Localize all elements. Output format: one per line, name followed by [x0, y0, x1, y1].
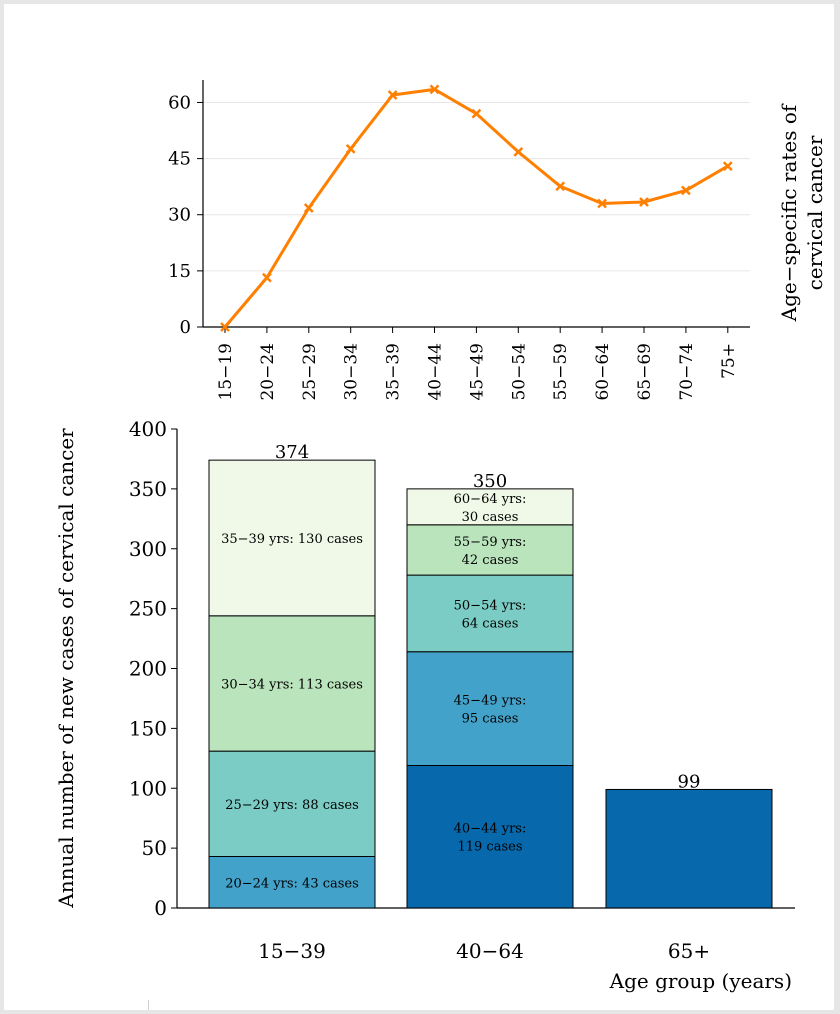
y-tick-label: 60 [168, 92, 191, 113]
bar-segment-label: 30−34 yrs: 113 cases [221, 677, 363, 692]
data-point [262, 272, 272, 283]
bar-segment [208, 615, 376, 752]
x-tick-label: 25−29 [300, 343, 320, 401]
point-marker-stroke [303, 203, 314, 213]
y-tick-label: 250 [129, 597, 167, 621]
y-tick-label: 300 [129, 537, 167, 561]
frame-right [834, 0, 840, 1014]
x-tick-label: 75+ [719, 343, 739, 379]
x-tick-label: 65−69 [635, 343, 655, 401]
point-marker-stroke [471, 108, 482, 119]
data-point [345, 143, 356, 154]
bar-segment-label: 119 cases [457, 840, 522, 855]
data-point [387, 90, 398, 100]
bar-segment-label: 45−49 yrs: [454, 694, 527, 709]
bar-segment [406, 524, 574, 576]
bar-segment-label: 25−29 yrs: 88 cases [225, 798, 359, 813]
point-marker-stroke [345, 143, 356, 154]
x-tick-label: 15−39 [258, 939, 326, 963]
data-point [722, 161, 733, 171]
point-marker-stroke [220, 322, 230, 332]
y-tick-label: 15 [168, 261, 191, 282]
point-marker-stroke [429, 84, 440, 95]
bar-total-label: 350 [473, 471, 507, 492]
bar-total-label: 374 [275, 442, 309, 463]
y-tick-label: 45 [168, 149, 191, 170]
data-point [303, 203, 314, 213]
bar-segment [406, 764, 574, 909]
data-point [429, 84, 440, 95]
y-tick-label: 0 [180, 317, 191, 338]
bar-segment [406, 488, 574, 526]
bar-total-label: 99 [678, 771, 701, 792]
y-tick-label: 30 [168, 205, 191, 226]
x-tick-label: 65+ [668, 939, 710, 963]
point-marker-stroke [722, 161, 733, 171]
x-tick-label: 70−74 [677, 343, 697, 401]
data-point [681, 185, 691, 196]
frame-bottom [0, 1010, 840, 1014]
y-tick-label: 400 [129, 417, 167, 441]
bar-segment-label: 95 cases [462, 712, 519, 727]
x-tick-label: 30−34 [342, 343, 362, 401]
frame-rule [148, 1000, 149, 1010]
bar-segment-label: 40−44 yrs: [454, 822, 527, 837]
data-point [597, 198, 607, 209]
bar-segment-label: 64 cases [462, 616, 519, 631]
bar-segment-label: 20−24 yrs: 43 cases [225, 876, 359, 891]
frame-left [0, 0, 4, 1014]
bar-segment [406, 651, 574, 766]
y-axis-title: Annual number of new cases of cervical c… [54, 428, 78, 909]
data-point [220, 322, 230, 332]
bar-segment-label: 42 cases [462, 553, 519, 568]
point-marker-stroke [639, 197, 649, 207]
bar-segment [406, 574, 574, 653]
point-marker-stroke [387, 90, 398, 100]
point-marker-stroke [513, 146, 524, 157]
y-tick-label: 350 [129, 477, 167, 501]
bar-segment [208, 459, 376, 617]
y-tick-label: 100 [129, 776, 167, 800]
x-tick-label: 40−44 [426, 343, 446, 401]
y-tick-label: 200 [129, 657, 167, 681]
y-axis-title-line: cervical cancer [803, 135, 827, 290]
line-chart-rates: 0 15 30 45 60 15−19 20−24 25−29 30−34 35−39 40−44 4… [168, 80, 827, 401]
data-point [471, 108, 482, 119]
x-tick-label: 40−64 [456, 939, 524, 963]
bar-segment [605, 788, 773, 909]
bar-segment-label: 60−64 yrs: [454, 492, 527, 507]
x-tick-label: 35−39 [384, 343, 404, 401]
bar-segment-label: 35−39 yrs: 130 cases [221, 532, 363, 547]
bar-chart-cases: 0 50 100 150 200 250 300 350 400 20−24 yrs: 43 ca… [54, 417, 795, 993]
x-axis-title: Age group (years) [609, 969, 792, 993]
y-axis-title-line: Age−specific rates of [777, 103, 801, 322]
x-tick-label: 15−19 [216, 343, 236, 401]
bar-segment [208, 750, 376, 858]
frame-top [0, 0, 840, 4]
point-marker-stroke [597, 198, 607, 209]
bar-segment [208, 856, 376, 909]
point-marker-stroke [262, 272, 272, 283]
y-tick-label: 0 [154, 896, 167, 920]
y-tick-label: 150 [129, 716, 167, 740]
y-tick-label: 50 [142, 836, 167, 860]
bar-segment-label: 30 cases [462, 510, 519, 525]
x-tick-label: 60−64 [593, 343, 613, 401]
data-point [555, 181, 566, 192]
point-marker-stroke [555, 181, 566, 192]
x-tick-label: 45−49 [467, 343, 487, 401]
data-point [639, 197, 649, 207]
series-line [223, 87, 729, 328]
bar-segment-label: 50−54 yrs: [454, 598, 527, 613]
x-tick-label: 55−59 [551, 343, 571, 401]
bar-segment-label: 55−59 yrs: [454, 535, 527, 550]
data-point [513, 146, 524, 157]
point-marker-stroke [681, 185, 691, 196]
x-tick-label: 50−54 [509, 343, 529, 401]
x-tick-label: 20−24 [258, 343, 278, 401]
